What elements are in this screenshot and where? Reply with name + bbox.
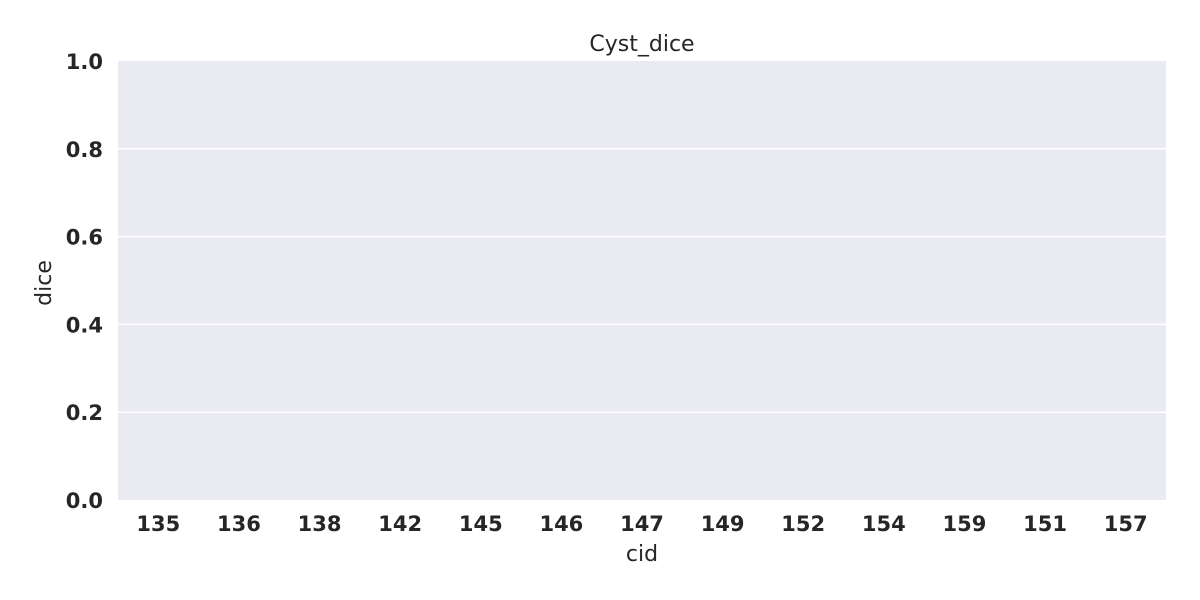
x-tick-label: 151 [1023,512,1067,536]
y-tick-label: 0.0 [66,489,103,513]
y-tick-label: 0.2 [66,401,103,425]
x-tick-label: 157 [1104,512,1148,536]
x-tick-label: 159 [943,512,987,536]
y-axis-label: dice [32,260,57,306]
x-axis-label: cid [626,542,658,567]
y-tick-label: 1.0 [66,50,103,74]
x-axis-ticks: 135 136 138 142 145 146 147 149 152 154 159 151 157 [136,512,1147,536]
x-tick-label: 147 [620,512,664,536]
x-tick-label: 135 [136,512,180,536]
y-tick-label: 0.4 [66,313,103,337]
grid-lines [118,148,1166,413]
x-tick-label: 136 [217,512,261,536]
x-tick-label: 146 [539,512,583,536]
x-tick-label: 149 [701,512,745,536]
x-tick-label: 142 [378,512,422,536]
x-tick-label: 145 [459,512,503,536]
x-tick-label: 152 [781,512,825,536]
x-tick-label: 138 [298,512,342,536]
y-tick-label: 0.8 [66,138,103,162]
x-tick-label: 154 [862,512,906,536]
y-axis-ticks: 0.0 0.2 0.4 0.6 0.8 1.0 [66,50,103,513]
plot-area [118,61,1166,500]
chart-title: Cyst_dice [589,32,694,57]
y-tick-label: 0.6 [66,226,103,250]
